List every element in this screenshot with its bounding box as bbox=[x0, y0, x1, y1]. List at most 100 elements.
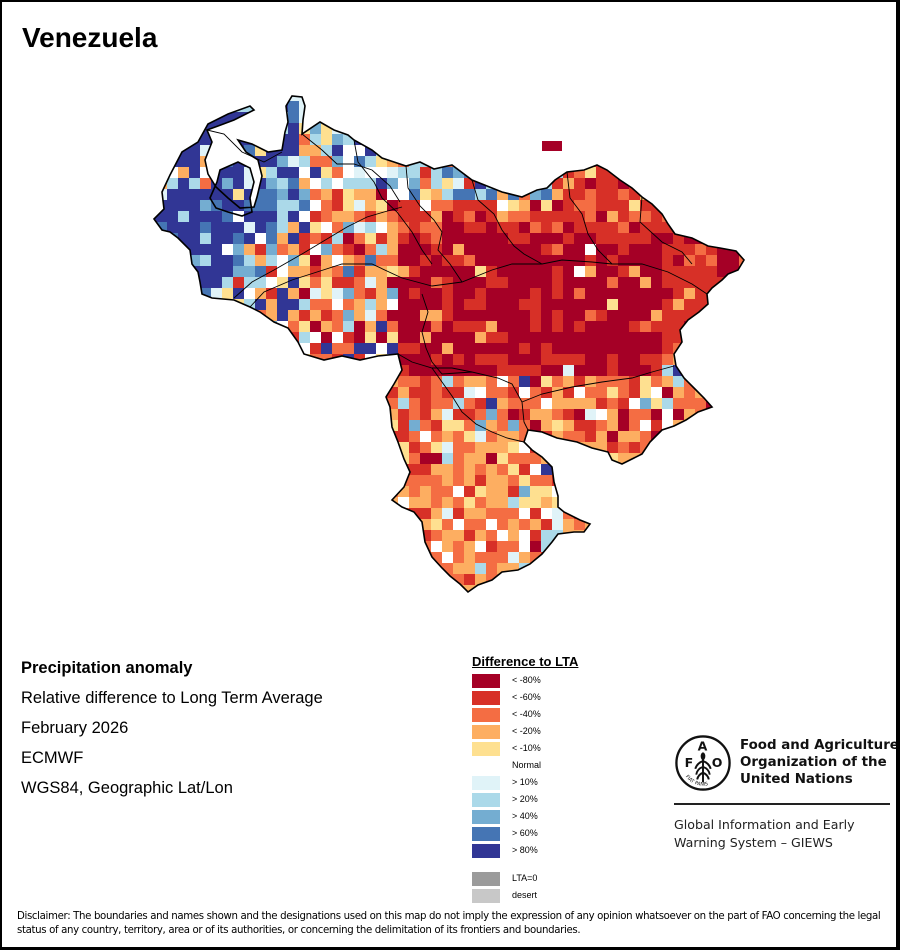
raster-cell bbox=[409, 222, 420, 233]
raster-cell bbox=[662, 420, 673, 431]
raster-cell bbox=[365, 585, 376, 592]
raster-cell bbox=[255, 255, 266, 266]
raster-cell bbox=[530, 519, 541, 530]
raster-cell bbox=[739, 398, 744, 409]
raster-cell bbox=[662, 530, 673, 541]
legend-label: < -10% bbox=[512, 743, 541, 753]
raster-cell bbox=[728, 519, 739, 530]
raster-cell bbox=[530, 497, 541, 508]
raster-cell bbox=[266, 134, 277, 145]
raster-cell bbox=[343, 134, 354, 145]
raster-cell bbox=[541, 464, 552, 475]
raster-cell bbox=[508, 464, 519, 475]
raster-cell bbox=[750, 101, 761, 112]
raster-cell bbox=[607, 299, 618, 310]
raster-cell bbox=[508, 530, 519, 541]
raster-cell bbox=[464, 585, 475, 592]
raster-cell bbox=[277, 596, 288, 607]
raster-cell bbox=[178, 134, 189, 145]
raster-cell bbox=[277, 552, 288, 563]
raster-cell bbox=[486, 453, 497, 464]
raster-cell bbox=[398, 332, 409, 343]
raster-cell bbox=[189, 387, 200, 398]
raster-cell bbox=[409, 475, 420, 486]
raster-cell bbox=[211, 563, 222, 574]
raster-cell bbox=[552, 156, 563, 167]
raster-cell bbox=[288, 189, 299, 200]
raster-cell bbox=[310, 596, 321, 607]
raster-cell bbox=[233, 596, 244, 607]
raster-cell bbox=[530, 222, 541, 233]
raster-cell bbox=[706, 596, 717, 607]
raster-cell bbox=[277, 442, 288, 453]
raster-cell bbox=[717, 574, 728, 585]
raster-cell bbox=[464, 310, 475, 321]
raster-cell bbox=[154, 365, 156, 376]
raster-cell bbox=[255, 288, 266, 299]
legend-item: desert bbox=[472, 887, 652, 904]
raster-cell bbox=[299, 431, 310, 442]
raster-cell bbox=[354, 365, 365, 376]
raster-cell bbox=[154, 299, 156, 310]
raster-cell bbox=[717, 475, 728, 486]
raster-cell bbox=[299, 486, 310, 497]
raster-cell bbox=[376, 497, 387, 508]
raster-cell bbox=[508, 156, 519, 167]
raster-cell bbox=[607, 189, 618, 200]
raster-cell bbox=[739, 475, 744, 486]
raster-cell bbox=[288, 288, 299, 299]
raster-cell bbox=[596, 200, 607, 211]
raster-cell bbox=[486, 486, 497, 497]
raster-cell bbox=[486, 563, 497, 574]
raster-cell bbox=[508, 321, 519, 332]
raster-cell bbox=[288, 409, 299, 420]
org-line: Organization of the bbox=[740, 755, 887, 770]
raster-cell bbox=[200, 167, 211, 178]
raster-cell bbox=[750, 431, 761, 442]
raster-cell bbox=[189, 233, 200, 244]
raster-cell bbox=[651, 530, 662, 541]
raster-cell bbox=[618, 387, 629, 398]
raster-cell bbox=[376, 442, 387, 453]
raster-cell bbox=[387, 519, 398, 530]
raster-cell bbox=[519, 96, 530, 101]
raster-cell bbox=[154, 101, 156, 112]
raster-cell bbox=[244, 453, 255, 464]
raster-cell bbox=[519, 475, 530, 486]
raster-cell bbox=[651, 299, 662, 310]
raster-cell bbox=[211, 288, 222, 299]
raster-cell bbox=[574, 585, 585, 592]
raster-cell bbox=[277, 255, 288, 266]
raster-cell bbox=[288, 453, 299, 464]
raster-cell bbox=[464, 563, 475, 574]
raster-cell bbox=[596, 277, 607, 288]
raster-cell bbox=[475, 321, 486, 332]
raster-cell bbox=[607, 233, 618, 244]
raster-cell bbox=[651, 255, 662, 266]
raster-cell bbox=[563, 431, 574, 442]
raster-cell bbox=[695, 134, 706, 145]
raster-cell bbox=[673, 96, 684, 101]
raster-cell bbox=[409, 354, 420, 365]
raster-cell bbox=[629, 508, 640, 519]
raster-cell bbox=[739, 156, 744, 167]
raster-cell bbox=[420, 552, 431, 563]
raster-cell bbox=[486, 442, 497, 453]
raster-cell bbox=[299, 277, 310, 288]
raster-cell bbox=[585, 541, 596, 552]
raster-cell bbox=[222, 552, 233, 563]
raster-cell bbox=[154, 310, 156, 321]
raster-cell bbox=[310, 145, 321, 156]
raster-cell bbox=[673, 200, 684, 211]
raster-cell bbox=[563, 96, 574, 101]
raster-cell bbox=[387, 464, 398, 475]
raster-cell bbox=[288, 398, 299, 409]
raster-cell bbox=[200, 310, 211, 321]
raster-cell bbox=[486, 596, 497, 607]
raster-cell bbox=[211, 376, 222, 387]
raster-cell bbox=[365, 277, 376, 288]
raster-cell bbox=[475, 288, 486, 299]
raster-cell bbox=[618, 574, 629, 585]
raster-cell bbox=[310, 541, 321, 552]
raster-cell bbox=[497, 244, 508, 255]
